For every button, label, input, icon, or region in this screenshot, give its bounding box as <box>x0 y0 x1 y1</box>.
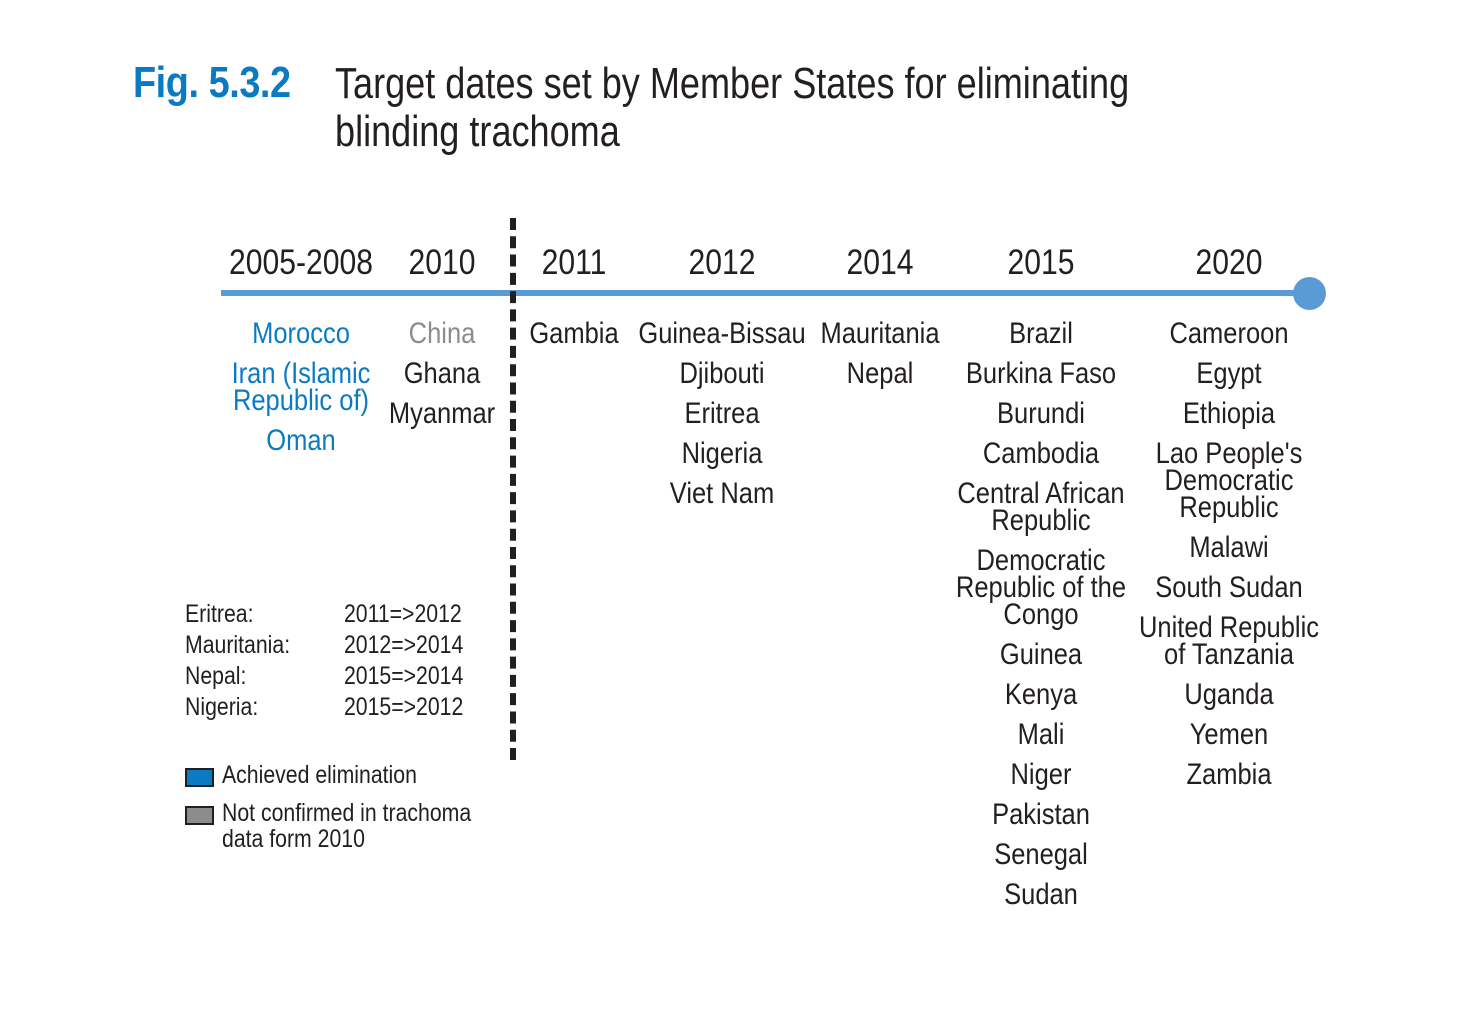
year-label: 2005-2008 <box>229 243 373 282</box>
country-list: Morocco Iran (Islamic Republic of) Oman <box>191 318 411 465</box>
country-name: Uganda <box>1184 678 1274 711</box>
country-list: Brazil Burkina Faso Burundi Cambodia Central… <box>931 318 1151 919</box>
country-name: Nigeria <box>681 437 763 470</box>
country-list: China Ghana Myanmar <box>332 318 552 438</box>
country-list: Cameroon Egypt Ethiopia Lao People's Democr… <box>1119 318 1339 799</box>
country-name: Lao People's Democratic Republic <box>1155 437 1303 524</box>
country-name: Democratic Republic of the Congo <box>955 544 1127 631</box>
country-name: Burkina Faso <box>965 357 1117 390</box>
year-label: 2014 <box>846 243 914 282</box>
figure-label: Fig. 5.3.2 <box>133 58 291 107</box>
country-name: Ghana <box>403 357 481 390</box>
country-list: Mauritania Nepal <box>770 318 990 398</box>
date-change-country: Nepal: <box>185 662 247 690</box>
legend-swatch-not-confirmed <box>185 806 214 825</box>
country-name: Viet Nam <box>669 477 775 510</box>
country-name: Pakistan <box>992 798 1090 831</box>
country-name: Myanmar <box>388 397 496 430</box>
date-change-country: Eritrea: <box>185 600 254 628</box>
country-list: Gambia <box>464 318 684 358</box>
country-name: Gambia <box>529 317 619 350</box>
country-name: Sudan <box>1004 878 1078 911</box>
country-name: Cambodia <box>982 437 1100 470</box>
country-name: Cameroon <box>1169 317 1289 350</box>
country-name: Mali <box>1017 718 1065 751</box>
figure-title-line-2: blinding trachoma <box>335 107 620 156</box>
figure-title-line-1: Target dates set by Member States for el… <box>335 59 1130 108</box>
country-list: Guinea-Bissau Djibouti Eritrea Nigeria Viet … <box>612 318 832 518</box>
country-name: Malawi <box>1189 531 1269 564</box>
country-name: Iran (Islamic Republic of) <box>231 357 371 417</box>
timeline-divider <box>510 218 516 760</box>
country-name: United Republic of Tanzania <box>1138 611 1320 671</box>
country-name: Burundi <box>997 397 1085 430</box>
country-name: Nepal <box>846 357 914 390</box>
country-name: Guinea-Bissau <box>638 317 806 350</box>
country-name: Mauritania <box>820 317 940 350</box>
legend-label: Achieved elimination <box>222 761 417 789</box>
country-name: Djibouti <box>679 357 765 390</box>
year-label: 2010 <box>408 243 476 282</box>
legend-swatch-achieved <box>185 768 214 787</box>
country-name: Brazil <box>1009 317 1073 350</box>
country-name: Yemen <box>1189 718 1269 751</box>
year-label: 2012 <box>688 243 756 282</box>
date-change-value: 2015=>2012 <box>343 693 464 721</box>
country-name: Ethiopia <box>1182 397 1276 430</box>
date-change-value: 2011=>2012 <box>343 600 462 628</box>
year-label: 2011 <box>541 243 607 282</box>
country-name: Zambia <box>1186 758 1272 791</box>
country-name: Guinea <box>999 638 1083 671</box>
date-change-value: 2015=>2014 <box>343 662 464 690</box>
country-name: Niger <box>1010 758 1072 791</box>
country-name: Central African Republic <box>957 477 1125 537</box>
country-name: Kenya <box>1004 678 1078 711</box>
date-change-value: 2012=>2014 <box>343 631 464 659</box>
country-name: China <box>408 317 476 350</box>
country-name: Eritrea <box>684 397 760 430</box>
country-name: Senegal <box>994 838 1088 871</box>
country-name: South Sudan <box>1155 571 1303 604</box>
year-label: 2015 <box>1007 243 1075 282</box>
country-name: Egypt <box>1196 357 1262 390</box>
legend-label: Not confirmed in trachoma data form 2010 <box>222 799 472 853</box>
timeline-axis <box>221 290 1311 296</box>
country-name: Oman <box>266 424 336 457</box>
date-change-country: Nigeria: <box>185 693 259 721</box>
date-change-country: Mauritania: <box>185 631 291 659</box>
year-label: 2020 <box>1195 243 1263 282</box>
timeline-end-marker <box>1293 277 1326 310</box>
figure-title: Target dates set by Member States for el… <box>335 60 1129 156</box>
country-name: Morocco <box>252 317 350 350</box>
